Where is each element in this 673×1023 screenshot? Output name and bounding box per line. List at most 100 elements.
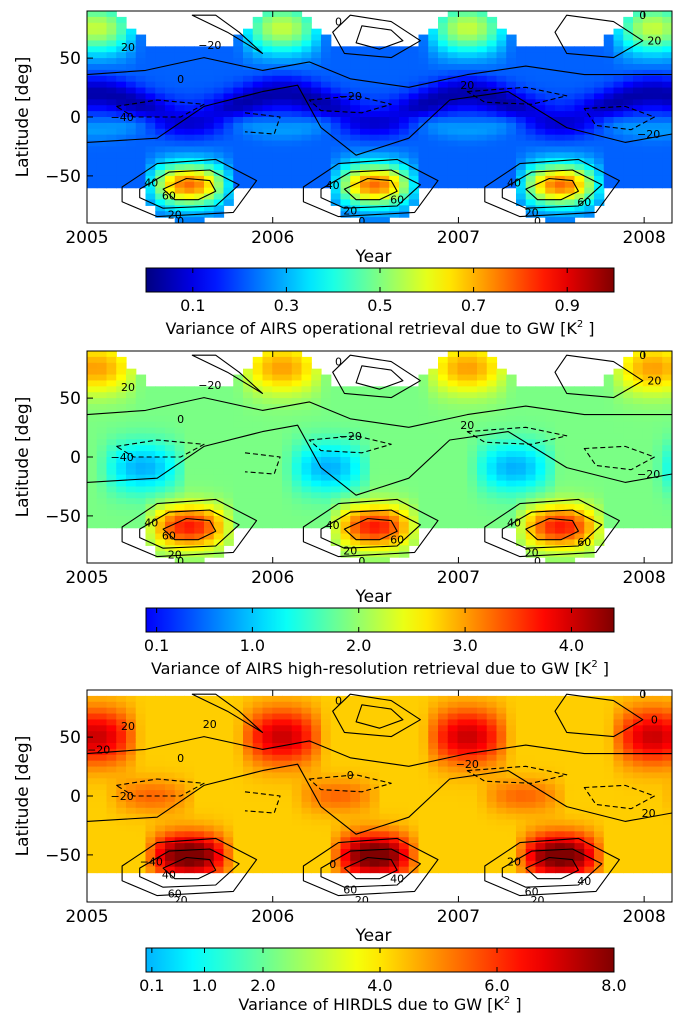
heatmap-cell <box>252 843 264 850</box>
heatmap-cell <box>535 474 546 482</box>
heatmap-cell <box>213 128 225 136</box>
heatmap-cell <box>243 504 254 511</box>
heatmap-cell <box>330 539 342 546</box>
heatmap-cell <box>467 831 478 838</box>
heatmap-cell <box>87 152 98 159</box>
heatmap-cell <box>282 421 293 429</box>
heatmap-cell <box>194 510 205 517</box>
heatmap-cell <box>603 398 615 405</box>
heatmap-cell <box>184 748 195 756</box>
heatmap-cell <box>87 392 98 399</box>
heatmap-cell <box>477 743 488 750</box>
heatmap-cell <box>165 128 176 136</box>
heatmap-cell <box>106 380 117 387</box>
heatmap-cell <box>633 368 644 376</box>
heatmap-cell <box>155 462 166 470</box>
heatmap-cell <box>165 695 176 703</box>
heatmap-cell <box>135 105 147 112</box>
heatmap-cell <box>457 111 468 118</box>
heatmap-cell <box>272 351 283 358</box>
heatmap-cell <box>126 760 137 768</box>
heatmap-cell <box>213 421 225 429</box>
heatmap-cell <box>262 701 273 709</box>
heatmap-cell <box>457 510 468 517</box>
heatmap-cell <box>291 75 303 83</box>
heatmap-cell <box>467 731 478 738</box>
heatmap-cell <box>594 105 605 112</box>
heatmap-cell <box>545 445 556 452</box>
heatmap-cell <box>486 521 498 529</box>
heatmap-cell <box>282 81 293 89</box>
heatmap-cell <box>369 152 381 159</box>
heatmap-cell <box>506 392 517 399</box>
heatmap-cell <box>96 825 108 832</box>
heatmap-cell <box>555 486 566 493</box>
heatmap-cell <box>564 128 576 136</box>
heatmap-cell <box>145 451 156 458</box>
heatmap-cell <box>457 28 468 36</box>
heatmap-cell <box>204 164 215 171</box>
heatmap-cell <box>652 170 663 177</box>
heatmap-cell <box>477 701 488 709</box>
heatmap-cell <box>301 480 312 488</box>
heatmap-cell <box>652 146 663 153</box>
heatmap-cell <box>330 790 342 797</box>
heatmap-cell <box>155 831 166 838</box>
heatmap-cell <box>447 152 459 159</box>
heatmap-cell <box>594 527 605 535</box>
heatmap-cell <box>252 754 264 762</box>
heatmap-cell <box>652 93 663 100</box>
heatmap-cell <box>379 521 390 529</box>
heatmap-cell <box>633 492 644 499</box>
heatmap-cell <box>282 28 293 36</box>
heatmap-cell <box>135 380 147 387</box>
heatmap-cell <box>594 409 605 417</box>
heatmap-cell <box>447 75 459 83</box>
heatmap-cell <box>155 551 166 558</box>
heatmap-cell <box>584 551 595 558</box>
heatmap-cell <box>535 521 546 529</box>
heatmap-cell <box>613 445 624 452</box>
heatmap-cell <box>496 801 507 809</box>
heatmap-cell <box>233 849 244 856</box>
heatmap-cell <box>165 445 176 452</box>
heatmap-cell <box>301 796 312 803</box>
heatmap-cell <box>87 398 98 405</box>
heatmap-cell <box>623 134 634 142</box>
heatmap-cell <box>116 28 127 36</box>
heatmap-cell <box>496 860 507 868</box>
heatmap-cell <box>525 504 537 511</box>
heatmap-cell <box>340 790 351 797</box>
heatmap-cell <box>457 778 468 785</box>
heatmap-cell <box>418 725 429 732</box>
heatmap-cell <box>408 392 420 399</box>
heatmap-cell <box>399 398 410 405</box>
heatmap-cell <box>135 521 147 529</box>
heatmap-cell <box>379 409 390 417</box>
heatmap-cell <box>389 386 400 393</box>
heatmap-cell <box>584 504 595 511</box>
heatmap-cell <box>330 492 342 499</box>
heatmap-cell <box>418 743 429 750</box>
heatmap-cell <box>457 398 468 405</box>
heatmap-cell <box>213 46 225 53</box>
heatmap-cell <box>535 111 546 118</box>
heatmap-cell <box>87 134 98 142</box>
heatmap-cell <box>506 504 517 511</box>
heatmap-cell <box>106 404 117 411</box>
heatmap-cell <box>194 695 205 703</box>
heatmap-cell <box>477 492 488 499</box>
heatmap-cell <box>282 784 293 791</box>
heatmap-cell <box>594 146 605 153</box>
heatmap-cell <box>204 69 215 77</box>
heatmap-cell <box>262 843 273 850</box>
heatmap-cell <box>135 128 147 136</box>
heatmap-cell <box>408 707 420 715</box>
heatmap-cell <box>223 831 234 838</box>
heatmap-cell <box>213 105 225 112</box>
heatmap-cell <box>477 398 488 405</box>
heatmap-cell <box>184 415 195 423</box>
heatmap-cell <box>418 521 429 529</box>
heatmap-cell <box>106 386 117 393</box>
heatmap-cell <box>408 457 420 464</box>
